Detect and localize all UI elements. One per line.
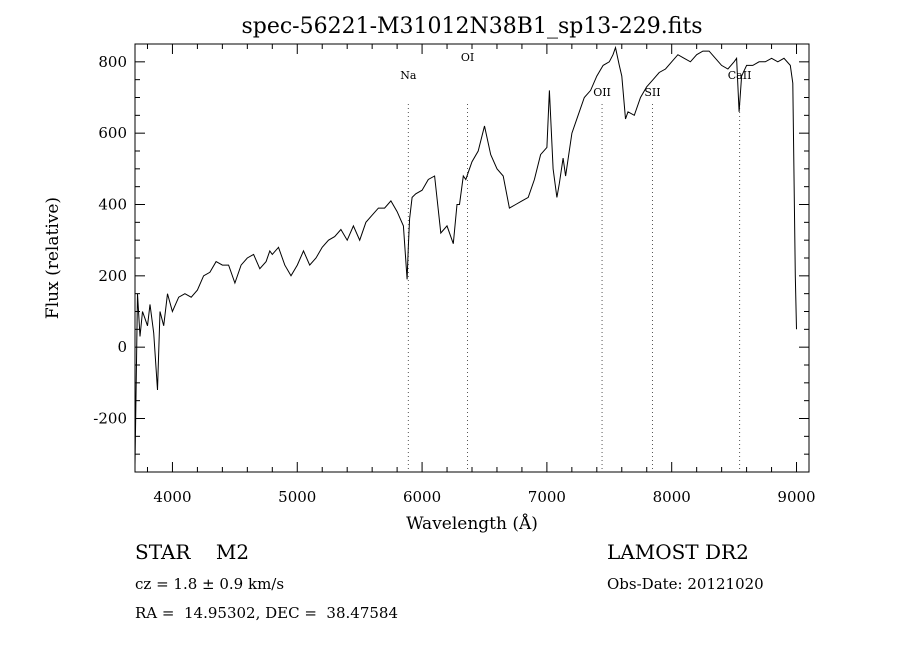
x-tick-label: 8000 xyxy=(653,488,691,506)
x-tick-label: 7000 xyxy=(528,488,566,506)
class-text: STAR xyxy=(135,540,191,564)
line-label-caii: CaII xyxy=(728,69,752,82)
line-label-na: Na xyxy=(400,69,417,82)
object-class: STAR M2 xyxy=(135,540,249,564)
spectrum-line xyxy=(134,45,797,465)
line-markers: Na OI OII SII CaII xyxy=(400,51,751,472)
cz-text: cz = 1.8 ± 0.9 km/s xyxy=(135,575,285,593)
x-axis: 4000 5000 6000 7000 8000 9000 xyxy=(146,44,816,506)
survey-text: LAMOST DR2 xyxy=(607,540,749,564)
x-tick-label: 5000 xyxy=(278,488,316,506)
line-label-sii: SII xyxy=(644,86,660,99)
x-tick-label: 6000 xyxy=(403,488,441,506)
line-label-oii: OII xyxy=(593,86,611,99)
y-tick-label: -200 xyxy=(93,410,127,428)
obs-date-text: Obs-Date: 20121020 xyxy=(607,575,764,593)
subclass-text: M2 xyxy=(215,540,250,564)
y-tick-label: 0 xyxy=(117,338,127,356)
radec-text: RA = 14.95302, DEC = 38.47584 xyxy=(135,604,399,622)
y-tick-label: 600 xyxy=(98,124,127,142)
y-tick-label: 800 xyxy=(98,53,127,71)
chart-title: spec-56221-M31012N38B1_sp13-229.fits xyxy=(241,14,702,39)
y-axis: -200 0 200 400 600 800 xyxy=(93,53,809,455)
y-axis-label: Flux (relative) xyxy=(43,197,63,319)
y-tick-label: 400 xyxy=(98,196,127,214)
x-tick-label: 4000 xyxy=(153,488,191,506)
x-tick-label: 9000 xyxy=(777,488,815,506)
x-axis-label: Wavelength (Å) xyxy=(406,513,538,534)
line-label-oi: OI xyxy=(461,51,474,64)
plot-frame xyxy=(134,43,810,473)
y-tick-label: 200 xyxy=(98,267,127,285)
